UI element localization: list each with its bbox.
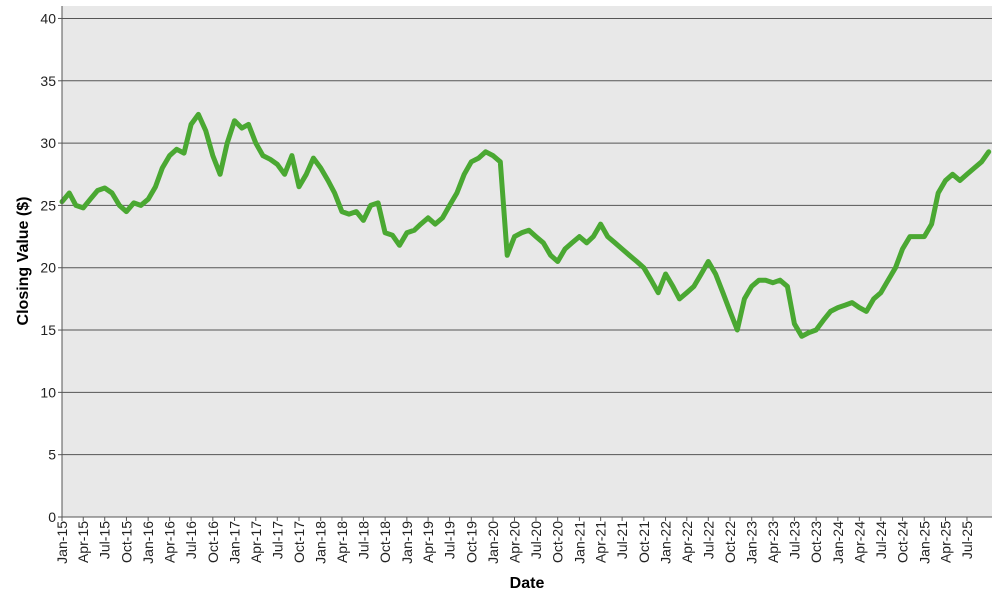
x-tick-label: Apr-20 [506,521,522,563]
x-tick-label: Jul-17 [269,521,285,559]
x-tick-label: Jan-20 [485,521,501,564]
x-tick-label: Apr-19 [420,521,436,563]
x-tick-label: Jan-23 [744,521,760,564]
x-tick-label: Apr-15 [75,521,91,563]
x-tick-label: Apr-21 [593,521,609,563]
x-tick-label: Jan-24 [830,521,846,564]
x-tick-label: Oct-24 [895,521,911,563]
y-tick-label: 25 [40,197,56,213]
series-layer [59,111,992,339]
x-tick-label: Jan-18 [313,521,329,564]
x-tick-label: Oct-20 [550,521,566,563]
x-tick-label: Apr-17 [248,521,264,563]
x-tick-label: Jul-22 [700,521,716,559]
x-tick-label: Jul-25 [959,521,975,559]
gridlines [58,17,992,521]
y-tick-label: 20 [40,260,56,276]
x-tick-label: Apr-24 [851,521,867,563]
plot-area [62,6,992,517]
x-tick-label: Jan-19 [399,521,415,564]
x-tick-label: Apr-23 [765,521,781,563]
y-tick-labels: 0 5 10 15 20 25 30 35 40 [40,10,56,525]
x-tick-label: Jul-18 [355,521,371,559]
x-tick-label: Oct-18 [377,521,393,563]
x-axis-title: Date [510,575,545,592]
x-tick-label: Apr-25 [938,521,954,563]
x-tick-label: Jan-25 [916,521,932,564]
x-tick-label: Oct-15 [118,521,134,563]
x-tick-label: Oct-17 [291,521,307,563]
x-tick-label: Jul-19 [442,521,458,559]
y-tick-label: 35 [40,73,56,89]
x-tick-labels: Jan-15 Apr-15 Jul-15 Oct-15 Jan-16 Apr-16 Jul-… [54,521,975,564]
x-tick-label: Jan-15 [54,521,70,564]
y-tick-label: 15 [40,322,56,338]
y-tick-label: 0 [48,509,56,525]
y-tick-label: 5 [48,447,56,463]
y-tick-label: 30 [40,135,56,151]
x-tick-label: Oct-19 [463,521,479,563]
x-tick-label: Oct-21 [636,521,652,563]
x-tick-label: Jan-22 [658,521,674,564]
y-axis-title: Closing Value ($) [15,197,32,326]
x-tick-label: Jan-21 [571,521,587,564]
x-tick-label: Jul-23 [786,521,802,559]
x-tick-label: Jul-15 [97,521,113,559]
x-tick-label: Jul-20 [528,521,544,559]
y-tick-label: 40 [40,10,56,26]
x-tick-label: Jul-24 [873,521,889,559]
x-tick-label: Apr-22 [679,521,695,563]
x-tick-label: Jul-21 [614,521,630,559]
x-tick-label: Apr-16 [162,521,178,563]
x-tick-label: Oct-22 [722,521,738,563]
x-tick-label: Apr-18 [334,521,350,563]
x-tick-label: Jan-17 [227,521,243,564]
x-tick-label: Oct-16 [205,521,221,563]
x-tick-label: Jan-16 [140,521,156,564]
y-tick-label: 10 [40,384,56,400]
series-line [59,111,992,339]
x-tick-label: Oct-23 [808,521,824,563]
x-tick-label: Jul-16 [183,521,199,559]
